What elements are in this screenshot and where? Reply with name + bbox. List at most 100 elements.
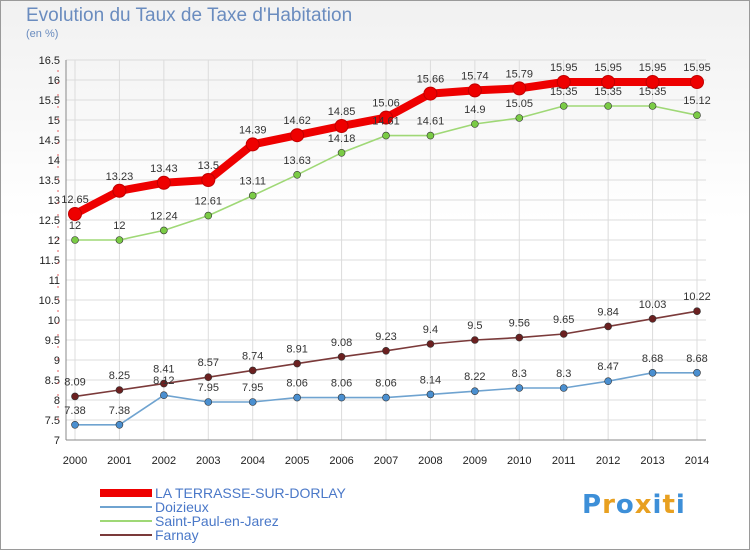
proxiti-logo: Proxiti (582, 490, 686, 520)
data-label: 9.08 (331, 337, 352, 349)
y-tick-label: 9 (54, 355, 60, 367)
data-point (112, 183, 127, 198)
data-point (559, 384, 568, 392)
data-point (248, 366, 257, 375)
data-label: 14.61 (417, 116, 445, 128)
data-point (379, 110, 393, 125)
data-label: 7.95 (198, 382, 219, 394)
x-tick-label: 2006 (329, 455, 353, 467)
data-point (204, 211, 213, 220)
data-point (337, 352, 346, 361)
data-point (115, 236, 124, 244)
legend-swatch (100, 534, 152, 536)
y-tick-label: 13.5 (39, 175, 60, 187)
data-label: 15.95 (683, 62, 711, 74)
logo-letter: t (662, 490, 676, 520)
data-point (426, 131, 435, 140)
logo-letter: P (582, 490, 603, 520)
data-label: 8.06 (331, 378, 352, 390)
data-point (604, 102, 612, 110)
data-label: 8.22 (464, 371, 485, 383)
data-point (204, 373, 213, 382)
data-point (648, 102, 657, 110)
y-tick-label: 16.5 (39, 55, 60, 67)
data-label: 15.95 (550, 62, 578, 74)
data-point (648, 368, 657, 377)
data-point (648, 314, 657, 323)
legend-label: Farnay (155, 527, 199, 543)
data-label: 8.3 (512, 368, 527, 380)
legend-label: Saint-Paul-en-Jarez (155, 513, 279, 529)
data-label: 14.9 (464, 104, 485, 116)
data-point (471, 336, 479, 344)
data-label: 7.95 (242, 382, 263, 394)
data-label: 14.85 (328, 106, 356, 118)
data-label: 8.14 (420, 374, 441, 386)
y-tick-label: 8 (54, 395, 60, 407)
y-tick-label: 11 (49, 275, 60, 287)
data-point (201, 173, 216, 187)
x-tick-label: 2012 (596, 455, 620, 467)
y-tick-label: 11.5 (39, 255, 60, 267)
x-tick-label: 2000 (63, 455, 87, 467)
data-point (423, 86, 438, 101)
data-label: 8.68 (686, 353, 707, 365)
data-point (293, 359, 301, 368)
x-tick-label: 2009 (463, 455, 487, 467)
data-point (334, 119, 349, 133)
data-label: 8.57 (198, 357, 219, 369)
logo-letter: i (652, 490, 663, 520)
data-point (559, 102, 568, 110)
grid (66, 59, 706, 441)
data-point (556, 75, 571, 89)
data-label: 15.95 (639, 62, 667, 74)
data-label: 15.79 (506, 68, 534, 80)
data-point (245, 137, 260, 152)
y-tick-label: 7 (54, 435, 60, 447)
legend-swatch (100, 520, 152, 522)
data-label: 12 (69, 220, 81, 232)
data-point (382, 393, 390, 402)
data-label: 14.61 (372, 116, 400, 128)
data-point (645, 75, 660, 89)
x-tick-label: 2002 (152, 455, 176, 467)
data-label: 13.23 (106, 171, 134, 183)
data-label: 12.24 (150, 210, 178, 222)
data-point (71, 236, 79, 244)
data-label: 9.4 (423, 324, 438, 336)
data-point (204, 398, 213, 406)
y-tick-label: 12.5 (39, 215, 60, 227)
data-point (160, 226, 168, 235)
x-tick-label: 2004 (240, 455, 264, 467)
data-labels: 7.38 7.38 8.12 7.95 7.95 8.06 8.06 8.06 8.14 8.22… (61, 62, 711, 417)
y-tick-label: 14 (48, 155, 60, 167)
data-point (693, 307, 701, 316)
data-point (156, 175, 171, 190)
data-point (604, 322, 612, 331)
y-tick-label: 16 (48, 75, 60, 87)
data-label: 15.66 (417, 74, 445, 86)
y-tick-label: 10 (48, 315, 60, 327)
data-label: 14.62 (283, 115, 311, 127)
data-point (248, 398, 257, 406)
data-label: 15.95 (594, 62, 622, 74)
legend-label: LA TERRASSE-SUR-DORLAY (155, 485, 346, 501)
data-point (337, 149, 346, 157)
data-point (290, 128, 305, 143)
data-label: 8.47 (597, 361, 618, 373)
y-tick-label: 14.5 (39, 135, 60, 147)
data-label: 8.74 (242, 350, 263, 362)
x-tick-label: 2008 (418, 455, 442, 467)
data-label: 9.23 (375, 331, 396, 343)
data-label: 14.39 (239, 124, 267, 136)
data-label: 9.84 (597, 306, 618, 318)
data-point (426, 340, 435, 348)
data-point (471, 120, 479, 128)
logo-letter: x (634, 490, 653, 520)
data-point (604, 377, 612, 386)
x-tick-label: 2007 (374, 455, 398, 467)
data-point (601, 75, 616, 89)
chart-title: Evolution du Taux de Taxe d'Habitation (26, 5, 353, 26)
data-label: 8.12 (153, 375, 174, 387)
